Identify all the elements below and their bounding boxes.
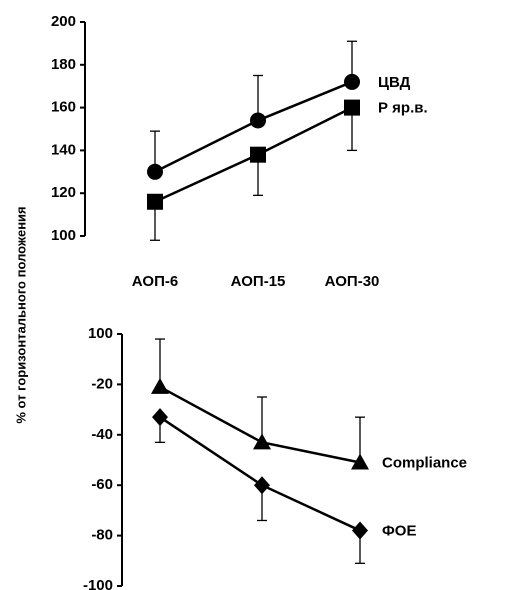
- y-tick-label: -80: [91, 527, 113, 544]
- marker: [253, 433, 271, 450]
- y-tick-label: 140: [51, 141, 76, 158]
- x-tick-label: АОП-6: [132, 273, 178, 290]
- y-tick-label: -40: [91, 426, 113, 443]
- marker: [250, 112, 266, 129]
- series-line: [159, 385, 361, 464]
- legend-label: Compliance: [382, 454, 467, 471]
- marker: [352, 521, 368, 540]
- y-tick-label: -60: [91, 476, 113, 493]
- legend-label: Р яр.в.: [378, 100, 428, 117]
- y-axis-label: % от горизонтального положения: [13, 206, 28, 423]
- marker: [344, 73, 360, 90]
- marker: [151, 377, 169, 394]
- y-tick-label: 180: [51, 56, 76, 73]
- series-line: [159, 416, 361, 532]
- y-tick-label: 200: [51, 13, 76, 30]
- x-tick-label: АОП-15: [231, 273, 286, 290]
- legend-label: ЦВД: [378, 74, 411, 91]
- marker: [152, 408, 168, 427]
- x-tick-label: АОП-30: [325, 273, 380, 290]
- y-tick-label: 100: [51, 227, 76, 244]
- marker: [147, 193, 163, 210]
- marker: [250, 146, 266, 163]
- y-tick-label: 120: [51, 184, 76, 201]
- y-tick-label: 100: [88, 325, 113, 342]
- legend-label: ФОЕ: [382, 523, 416, 540]
- y-tick-label: -20: [91, 375, 113, 392]
- y-tick-label: -100: [83, 577, 113, 590]
- y-tick-label: 160: [51, 99, 76, 116]
- marker: [351, 453, 369, 470]
- marker: [147, 163, 163, 180]
- marker: [344, 99, 360, 116]
- marker: [254, 476, 270, 495]
